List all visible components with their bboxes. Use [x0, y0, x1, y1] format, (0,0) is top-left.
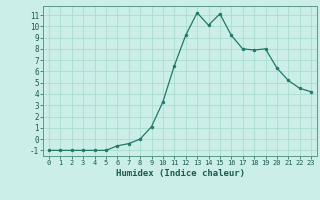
X-axis label: Humidex (Indice chaleur): Humidex (Indice chaleur) [116, 169, 244, 178]
